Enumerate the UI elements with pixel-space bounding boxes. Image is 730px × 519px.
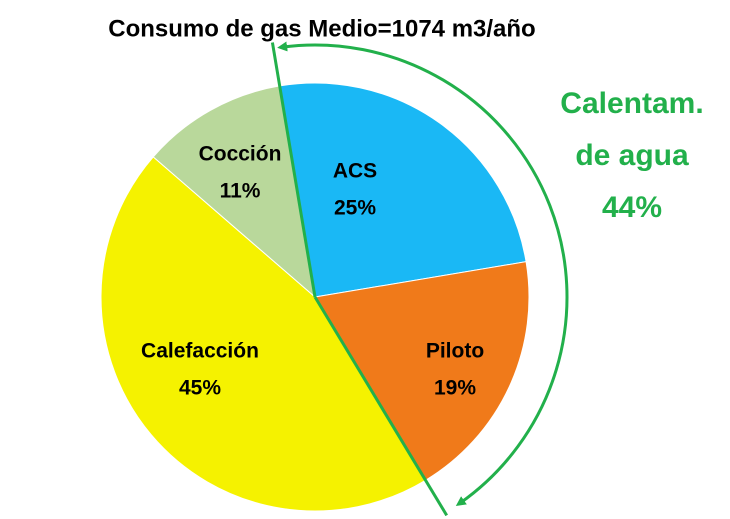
slice-label: ACS [333,160,377,183]
slice-label: Calefacción [141,340,259,363]
slice-value-label: 25% [334,197,376,220]
annotation: Calentam. [560,87,703,120]
annotation: 44% [602,191,662,224]
annotation: de agua [575,139,689,172]
slice-value-label: 11% [220,180,261,203]
pie-slice [152,85,316,299]
chart-title: Consumo de gas Medio=1074 m3/año [108,15,535,42]
slice-value-label: 19% [434,377,476,400]
slice-label: Cocción [199,143,282,166]
slice-label: Piloto [426,340,484,363]
slice-value-label: 45% [179,377,221,400]
bracket-arc [277,41,569,507]
